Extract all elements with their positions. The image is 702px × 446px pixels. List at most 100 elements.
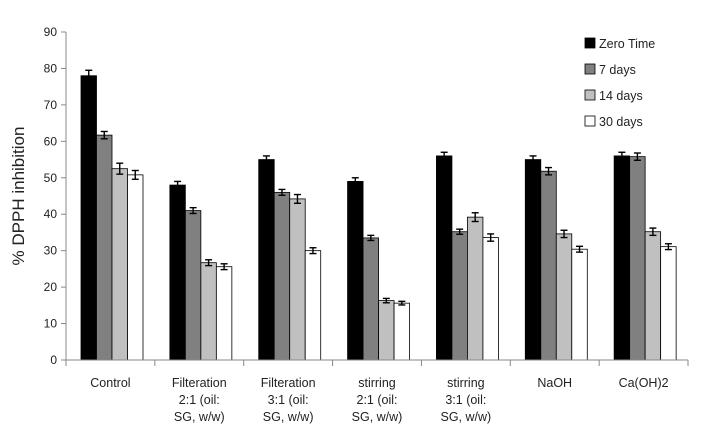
legend-label: 14 days [599, 89, 643, 103]
bar [540, 170, 557, 361]
error-bar [398, 300, 406, 306]
category-label: 2:1 (oil: [179, 393, 220, 407]
error-bar [278, 188, 286, 196]
error-bar [529, 155, 537, 164]
bar [215, 266, 233, 361]
category-label: SG, w/w) [352, 410, 403, 424]
category-label: NaOH [537, 376, 572, 390]
bar [613, 155, 631, 361]
y-tick-label: 70 [44, 98, 58, 112]
legend-label: Zero Time [599, 37, 655, 51]
legend-swatch [584, 115, 596, 127]
bar [258, 159, 275, 361]
y-tick-label: 10 [44, 317, 58, 331]
error-bar [545, 166, 553, 176]
bar [555, 233, 573, 361]
bar [436, 155, 453, 361]
category-label: Control [90, 376, 130, 390]
error-bar [293, 193, 301, 204]
error-bars [85, 69, 672, 306]
bar [644, 231, 662, 361]
bar [571, 248, 588, 361]
error-bar [560, 229, 568, 239]
y-tick-label: 40 [44, 207, 58, 221]
y-tick-label: 60 [44, 134, 58, 148]
error-bar [487, 233, 495, 242]
category-label: SG, w/w) [441, 410, 492, 424]
category-label: 3:1 (oil: [445, 393, 486, 407]
bar [200, 262, 217, 361]
error-bar [618, 151, 626, 161]
error-bar [633, 152, 641, 161]
error-bar [664, 243, 672, 251]
bar [660, 246, 677, 361]
bar [451, 231, 468, 361]
bar [169, 184, 186, 361]
legend: Zero Time 7 days 14 days 30 days [584, 37, 655, 129]
error-bar [262, 155, 270, 164]
category-label: Filteration [172, 376, 227, 390]
category-label: stirring [447, 376, 485, 390]
category-label: Ca(OH)2 [619, 376, 669, 390]
bar [482, 237, 499, 361]
y-tick-label: 30 [44, 244, 58, 258]
error-bar [189, 206, 197, 215]
bar [273, 191, 291, 361]
legend-item: Zero Time [584, 37, 655, 51]
category-label: stirring [358, 376, 396, 390]
category-label: Filteration [261, 376, 316, 390]
category-label: 2:1 (oil: [357, 393, 398, 407]
y-axis-ticks: 0 10 20 30 40 50 60 70 80 90 [44, 25, 66, 367]
error-bar [456, 228, 464, 235]
legend-swatch [584, 37, 596, 49]
error-bar [85, 69, 93, 82]
bar [362, 237, 379, 361]
error-bar [100, 130, 108, 140]
bar [304, 250, 322, 361]
legend-item: 14 days [584, 89, 643, 103]
y-tick-label: 80 [44, 61, 58, 75]
legend-item: 30 days [584, 115, 643, 129]
bars [80, 75, 677, 361]
category-label: SG, w/w) [174, 410, 225, 424]
y-tick-label: 0 [50, 353, 57, 367]
error-bar [205, 259, 213, 267]
legend-label: 7 days [599, 63, 636, 77]
bar [289, 198, 306, 361]
error-bar [649, 227, 657, 237]
bar [127, 174, 144, 361]
error-bar [382, 297, 390, 304]
bar [111, 168, 128, 361]
bar [378, 300, 395, 361]
bar [80, 75, 97, 361]
bar [467, 216, 484, 361]
y-tick-label: 90 [44, 25, 58, 39]
y-tick-label: 20 [44, 280, 58, 294]
legend-swatch [584, 89, 596, 101]
category-label: 3:1 (oil: [268, 393, 309, 407]
error-bar [351, 177, 359, 186]
error-bar [220, 263, 228, 271]
error-bar [440, 151, 448, 161]
error-bar [367, 234, 375, 242]
category-labels: Control Filteration 2:1 (oil: SG, w/w) Filte… [90, 376, 668, 424]
y-tick-label: 50 [44, 171, 58, 185]
legend-swatch [584, 63, 596, 75]
error-bar [576, 245, 584, 253]
bar [524, 159, 542, 361]
bar [347, 181, 364, 361]
category-label: SG, w/w) [263, 410, 314, 424]
error-bar [131, 169, 139, 180]
error-bar [309, 247, 317, 255]
bar [184, 210, 202, 361]
bar [393, 302, 410, 361]
bar [629, 156, 646, 361]
y-axis-title: % DPPH inhibition [9, 127, 28, 266]
axes [65, 32, 689, 366]
legend-item: 7 days [584, 63, 636, 77]
error-bar [174, 180, 182, 190]
legend-label: 30 days [599, 115, 643, 129]
bar [96, 134, 113, 361]
error-bar [471, 212, 479, 223]
